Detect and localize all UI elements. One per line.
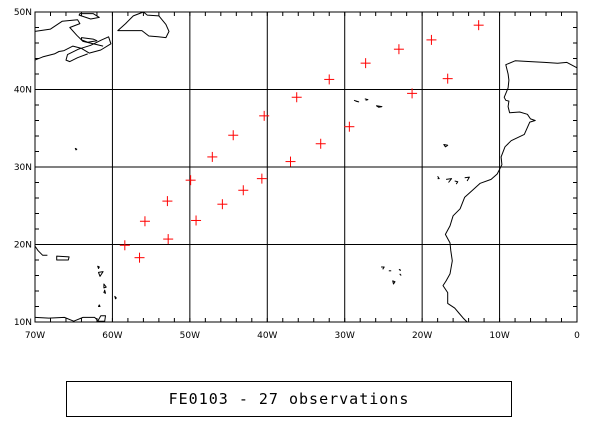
madeira-coastline — [443, 144, 449, 148]
observation-marker — [442, 73, 453, 84]
observation-markers — [119, 20, 484, 263]
observation-marker — [291, 92, 302, 103]
axis-ticks — [34, 11, 578, 323]
observation-marker — [238, 185, 249, 196]
observation-marker — [259, 110, 270, 121]
puerto-rico-coastline — [56, 255, 70, 261]
guadeloupe-coastline — [98, 271, 104, 277]
maine-coastline — [34, 50, 64, 61]
caption-box: FE0103 - 27 observations — [66, 381, 512, 417]
x-tick-label: 60W — [102, 331, 122, 341]
cape-verde-boa-vista-coastline — [399, 273, 402, 276]
cape-verde-santo-antao-coastline — [381, 266, 385, 270]
observation-marker — [407, 88, 418, 99]
observation-marker — [285, 156, 296, 167]
x-tick-label: 70W — [25, 331, 45, 341]
hispaniola-coastline — [34, 245, 48, 256]
x-tick-label: 40W — [257, 331, 277, 341]
canary-la-palma-coastline — [437, 176, 440, 180]
antigua-coastline — [97, 265, 100, 269]
grenada-coastline — [98, 304, 101, 307]
y-tick-label: 30N — [14, 163, 32, 173]
canada-coastline — [34, 19, 104, 47]
observation-marker — [191, 215, 202, 226]
canary-fuerteventura-coastline — [464, 176, 470, 182]
azores-terceira-coastline — [364, 98, 369, 101]
barbados-coastline — [114, 295, 117, 300]
coastlines — [34, 11, 578, 323]
x-tick-label: 20W — [412, 331, 432, 341]
st-lucia-coastline — [103, 289, 106, 294]
newfoundland-coastline — [117, 11, 170, 39]
trinidad-coastline — [97, 315, 106, 322]
observation-marker — [163, 234, 174, 245]
observation-marker — [185, 175, 196, 186]
observation-marker — [207, 151, 218, 162]
azores-pico-coastline — [353, 99, 360, 103]
x-tick-label: 30W — [335, 331, 355, 341]
martinique-coastline — [103, 283, 107, 289]
canary-tenerife-coastline — [446, 178, 453, 183]
axis-tick-labels: 70W 60W 50W 40W 30W 20W 10W 0 10N 20N 30N 40N 50N — [14, 8, 580, 341]
venezuela-coastline — [34, 316, 99, 322]
x-tick-label: 10W — [489, 331, 509, 341]
caption-text: FE0103 - 27 observations — [168, 390, 410, 408]
cape-verde-santiago-coastline — [392, 280, 396, 285]
y-tick-label: 40N — [14, 86, 32, 96]
x-tick-label: 50W — [180, 331, 200, 341]
cape-verde-sal-coastline — [398, 268, 401, 272]
observation-marker — [473, 20, 484, 31]
observation-marker — [315, 138, 326, 149]
observation-marker — [344, 121, 355, 132]
canary-gran-canaria-coastline — [454, 180, 459, 185]
observation-marker — [324, 74, 335, 85]
observation-marker — [134, 252, 145, 263]
observation-marker — [119, 240, 130, 251]
y-tick-label: 10N — [14, 318, 32, 328]
x-tick-label: 0 — [574, 331, 580, 341]
y-tick-label: 50N — [14, 8, 32, 18]
bermuda-coastline — [74, 147, 78, 151]
observation-marker — [217, 199, 228, 210]
observation-marker — [139, 216, 150, 227]
africa-coastline — [442, 60, 578, 323]
nova-scotia-coastline — [63, 36, 112, 63]
pei-coastline — [81, 37, 98, 43]
observation-marker — [162, 196, 173, 207]
lat-lon-grid — [35, 12, 577, 322]
observation-marker — [426, 34, 437, 45]
observation-marker — [228, 130, 239, 141]
observation-marker — [393, 44, 404, 55]
anticosti-coastline — [78, 13, 100, 20]
observation-marker — [256, 173, 267, 184]
observation-marker — [360, 58, 371, 69]
y-tick-label: 20N — [14, 241, 32, 251]
azores-sao-miguel-coastline — [376, 105, 383, 108]
